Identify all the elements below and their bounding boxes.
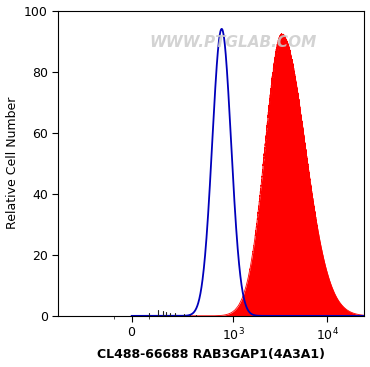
Y-axis label: Relative Cell Number: Relative Cell Number [6, 97, 18, 229]
X-axis label: CL488-66688 RAB3GAP1(4A3A1): CL488-66688 RAB3GAP1(4A3A1) [97, 348, 326, 361]
Text: WWW.PTGLAB.COM: WWW.PTGLAB.COM [149, 35, 316, 50]
